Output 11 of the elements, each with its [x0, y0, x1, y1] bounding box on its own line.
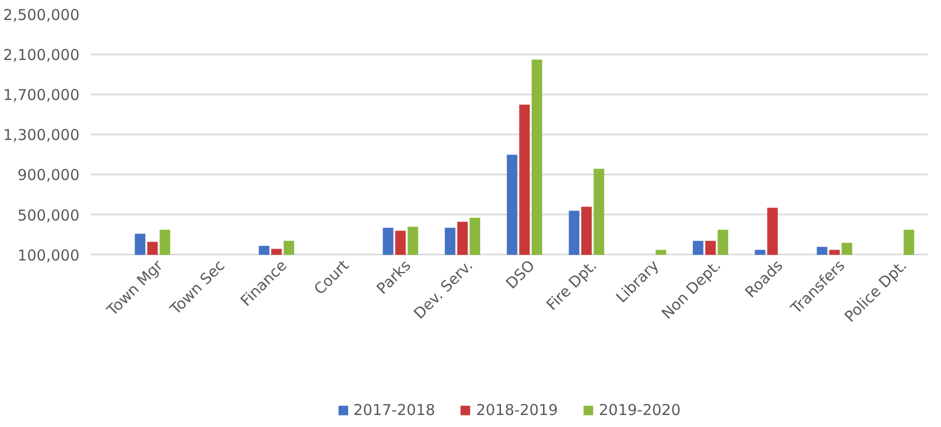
y-tick-label: 2,500,000 — [3, 6, 80, 24]
y-tick-label: 1,700,000 — [3, 86, 80, 104]
x-tick-label: Fire Dpt. — [542, 256, 600, 314]
legend-label: 2019-2020 — [598, 401, 681, 419]
y-tick-label: 1,300,000 — [3, 126, 80, 144]
legend-label: 2017-2018 — [353, 401, 436, 419]
y-tick-label: 100,000 — [17, 246, 80, 264]
y-tick-label: 500,000 — [17, 206, 80, 224]
y-tick-label: 2,100,000 — [3, 46, 80, 64]
legend-label: 2018-2019 — [476, 401, 558, 419]
y-tick-label: 900,000 — [17, 166, 80, 184]
